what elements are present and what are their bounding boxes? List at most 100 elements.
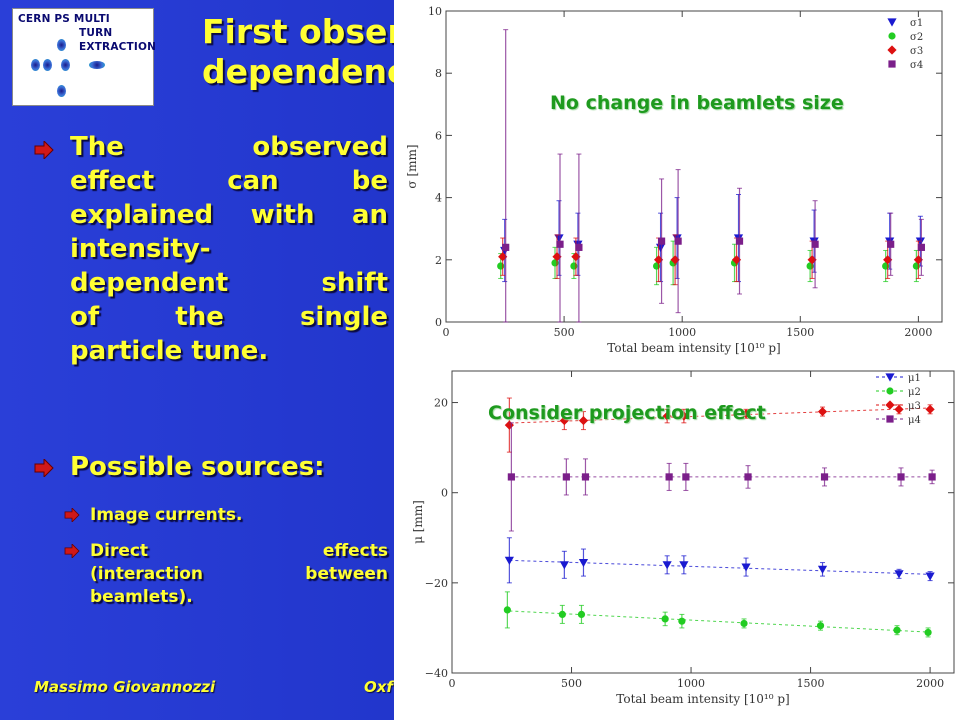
bullet-line: intensity-: [70, 234, 211, 264]
y-tick-label: 6: [435, 129, 442, 142]
footer-venue: Oxf: [364, 678, 393, 696]
x-tick-label: 2000: [904, 326, 932, 339]
data-point: [679, 411, 689, 421]
data-point: [657, 237, 666, 245]
legend-marker: [886, 387, 894, 395]
legend-label: σ1: [910, 18, 923, 29]
data-point: [578, 415, 589, 426]
x-tick-label: 1500: [786, 326, 814, 339]
data-point: [670, 255, 680, 265]
legend-label: μ1: [908, 373, 921, 384]
y-axis-label: σ [mm]: [405, 144, 419, 188]
fit-line: [509, 610, 931, 633]
data-point: [507, 473, 515, 481]
title-line-2: dependence: [202, 52, 429, 91]
beamlet-blob-icon: [89, 61, 105, 69]
legend-label: σ4: [910, 60, 923, 71]
sub-bullet-line: (interaction between: [90, 564, 388, 584]
data-point: [581, 473, 590, 481]
data-point: [735, 237, 744, 245]
legend-marker: [886, 415, 894, 423]
bullet-line: particle tune.: [70, 336, 269, 366]
fit-line: [509, 559, 931, 575]
data-point: [578, 558, 589, 568]
mu-chart-panel: 0 500 1000 1500 2000 −40 −20 0 20 Total beam inte…: [394, 355, 960, 720]
data-point: [925, 404, 935, 414]
sigma-chart-panel: 0 500 1000 1500 2000 0 2 4 6 8 10 Total beam intens…: [394, 0, 960, 355]
data-point: [893, 626, 901, 634]
y-tick-label: 2: [435, 254, 442, 267]
data-point: [924, 628, 932, 637]
data-point: [741, 563, 751, 572]
x-axis-label: Total beam intensity [10¹⁰ p]: [616, 692, 789, 706]
bullet-arrow-icon: [34, 459, 54, 477]
x-tick-label: 1000: [677, 677, 705, 690]
x-tick-label: 500: [561, 677, 582, 690]
data-point: [807, 255, 817, 265]
data-point: [679, 561, 689, 570]
data-point: [562, 473, 570, 481]
x-axis-label: Total beam intensity [10¹⁰ p]: [607, 341, 780, 355]
data-point: [917, 243, 925, 251]
beamlet-blob-icon: [57, 85, 66, 97]
x-tick-label: 1000: [668, 326, 696, 339]
beamlet-blob-icon: [31, 59, 40, 71]
data-point: [817, 406, 828, 417]
data-point: [552, 252, 562, 262]
y-tick-label: 0: [435, 316, 442, 329]
sub-bullet-direct-effects: Direct effects (interaction between beam…: [90, 540, 388, 609]
logo-line-1: CERN PS MULTI: [18, 13, 110, 25]
sub-bullet-line: Direct effects: [90, 541, 388, 561]
beamlet-blob-icon: [43, 59, 52, 71]
bullet-line: dependent shift: [70, 268, 388, 298]
x-tick-label: 500: [554, 326, 575, 339]
data-point: [883, 255, 893, 265]
data-point: [682, 473, 690, 481]
data-point: [897, 473, 905, 481]
beamlet-blob-icon: [61, 59, 70, 71]
x-tick-label: 1500: [797, 677, 825, 690]
logo-line-2: TURN: [79, 27, 113, 39]
bullet-arrow-icon: [34, 141, 54, 159]
data-point: [556, 240, 564, 248]
bullet-possible-sources: Possible sources:: [70, 452, 325, 482]
y-tick-label: 20: [434, 397, 448, 410]
annotation-projection: Consider projection effect: [488, 402, 766, 424]
data-point: [662, 411, 672, 421]
logo-line-3: EXTRACTION: [79, 41, 157, 53]
bullet-line: effect can be: [70, 166, 388, 196]
data-point: [559, 561, 569, 570]
sub-bullet-line: beamlets).: [90, 587, 193, 607]
data-point: [740, 619, 748, 628]
legend-label: σ2: [910, 32, 923, 43]
data-point: [811, 240, 819, 248]
legend-label: μ4: [908, 415, 921, 426]
data-point: [678, 617, 686, 625]
y-tick-label: 4: [435, 192, 442, 205]
cern-ps-mte-logo: CERN PS MULTI TURN EXTRACTION: [12, 8, 157, 106]
data-point: [559, 415, 569, 426]
bullet-line: explained with an: [70, 200, 388, 230]
legend-marker: [888, 60, 896, 68]
annotation-no-change: No change in beamlets size: [550, 92, 844, 114]
y-tick-label: 10: [428, 5, 442, 18]
mu-chart: 0 500 1000 1500 2000 −40 −20 0 20 Total beam inte…: [411, 370, 955, 706]
bullet-observed-effect: The observed effect can be explained wit…: [70, 130, 388, 368]
data-point: [820, 473, 829, 481]
data-point: [744, 473, 752, 481]
data-point: [662, 561, 672, 570]
data-point: [674, 237, 682, 245]
data-point: [665, 473, 673, 481]
y-tick-label: −40: [425, 667, 448, 680]
data-point: [928, 473, 936, 481]
bullet-line: of the single: [70, 302, 388, 332]
data-point: [925, 572, 935, 581]
y-tick-label: −20: [425, 577, 448, 590]
x-tick-label: 0: [449, 677, 456, 690]
legend-marker: [888, 32, 896, 40]
data-point: [577, 610, 586, 619]
data-point: [894, 404, 904, 414]
data-point: [504, 556, 514, 565]
data-point: [887, 240, 895, 248]
